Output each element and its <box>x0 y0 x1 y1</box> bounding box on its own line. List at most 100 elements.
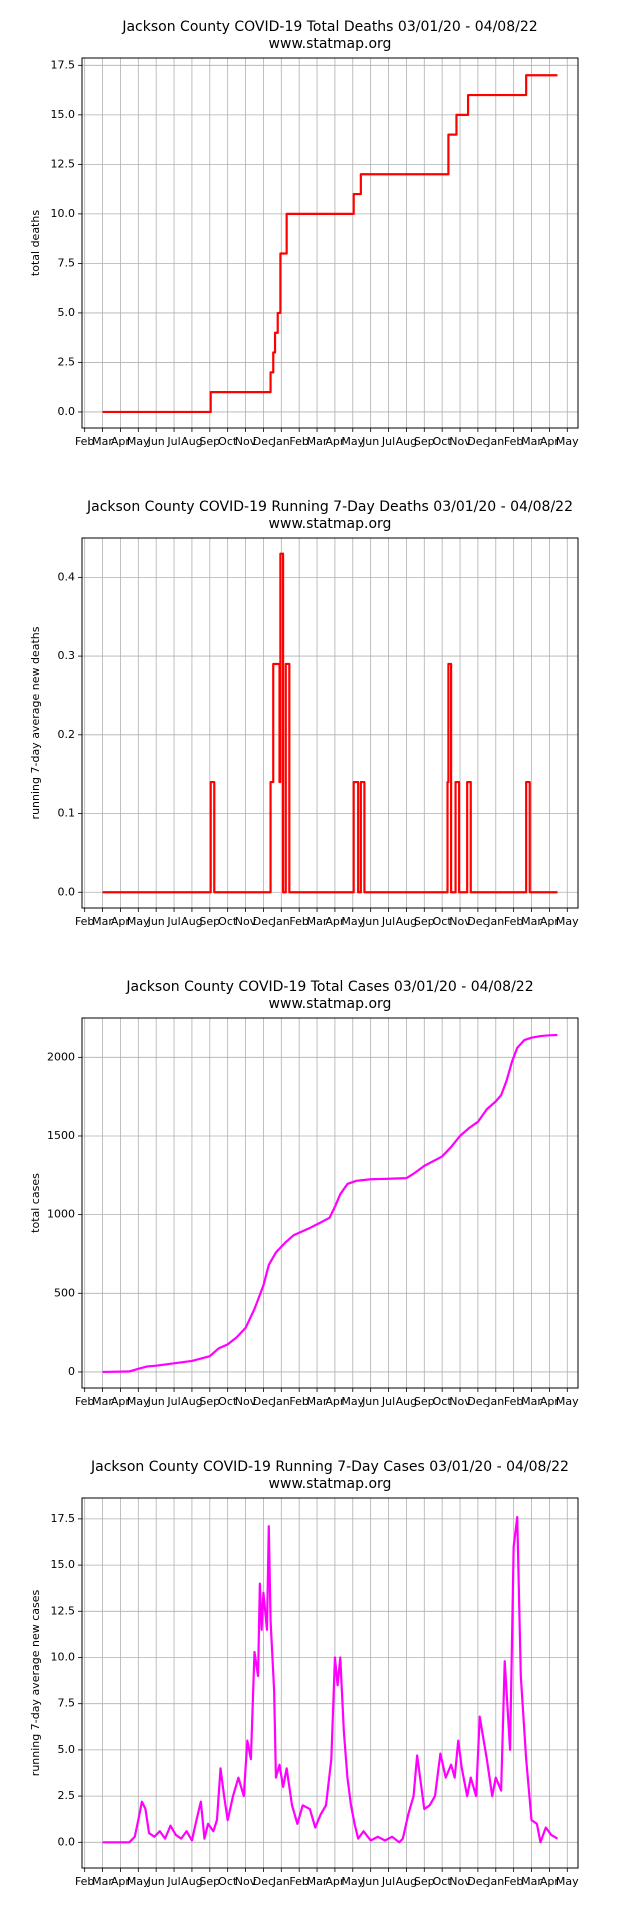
x-tick-label: Sep <box>199 435 220 448</box>
x-tick-label: Aug <box>396 435 417 448</box>
x-tick-label: Dec <box>467 1875 488 1888</box>
x-tick-label: Nov <box>449 435 471 448</box>
y-tick-label: 0.4 <box>58 570 76 583</box>
x-tick-label: Feb <box>75 1395 94 1408</box>
x-tick-label: Jan <box>486 1875 504 1888</box>
x-tick-label: Aug <box>396 1395 417 1408</box>
x-tick-label: Mar <box>307 915 328 928</box>
x-tick-label: Jan <box>272 915 290 928</box>
y-tick-label: 15.0 <box>51 1558 76 1571</box>
chart-title: Jackson County COVID-19 Running 7-Day De… <box>86 499 573 515</box>
x-tick-label: Jun <box>147 435 165 448</box>
x-tick-label: Oct <box>218 1875 238 1888</box>
x-tick-label: Feb <box>504 1395 523 1408</box>
x-tick-label: Sep <box>414 1395 435 1408</box>
x-tick-label: Jul <box>166 435 180 448</box>
x-tick-label: Aug <box>181 435 202 448</box>
x-tick-label: Feb <box>289 915 308 928</box>
y-tick-label: 5.0 <box>58 306 76 319</box>
x-tick-label: Jul <box>166 915 180 928</box>
x-tick-label: Nov <box>235 915 257 928</box>
x-tick-label: Jan <box>272 435 290 448</box>
y-tick-label: 15.0 <box>51 108 76 121</box>
x-tick-label: Oct <box>433 1875 453 1888</box>
y-tick-label: 1500 <box>47 1129 75 1142</box>
x-tick-label: Oct <box>433 435 453 448</box>
x-tick-label: Dec <box>253 1875 274 1888</box>
x-tick-label: Jan <box>486 1395 504 1408</box>
x-tick-label: Jul <box>166 1875 180 1888</box>
x-tick-label: Feb <box>289 1395 308 1408</box>
x-tick-label: May <box>341 1875 364 1888</box>
x-tick-label: Apr <box>540 435 560 448</box>
plot-frame <box>81 1497 579 1869</box>
y-tick-label: 10.0 <box>51 207 76 220</box>
y-tick-label: 500 <box>54 1286 75 1299</box>
x-tick-label: Sep <box>414 1875 435 1888</box>
x-tick-label: Dec <box>467 915 488 928</box>
data-line <box>102 1515 559 1844</box>
x-tick-label: Apr <box>540 1395 560 1408</box>
x-tick-label: Nov <box>449 915 471 928</box>
x-tick-label: Feb <box>289 435 308 448</box>
x-tick-label: Aug <box>181 1395 202 1408</box>
plot-frame <box>81 537 579 909</box>
x-tick-label: Dec <box>467 435 488 448</box>
y-tick-label: 5.0 <box>58 1743 76 1756</box>
chart-subtitle: www.statmap.org <box>269 516 392 532</box>
x-tick-label: Feb <box>75 915 94 928</box>
y-tick-label: 0.0 <box>58 405 76 418</box>
x-tick-label: Nov <box>449 1875 471 1888</box>
x-tick-label: Feb <box>504 915 523 928</box>
y-tick-label: 0.3 <box>58 649 76 662</box>
x-tick-label: Jan <box>486 915 504 928</box>
x-tick-label: Feb <box>289 1875 308 1888</box>
x-tick-label: Mar <box>92 1875 113 1888</box>
x-tick-label: May <box>341 915 364 928</box>
x-tick-label: Sep <box>199 915 220 928</box>
x-tick-label: Feb <box>504 1875 523 1888</box>
chart-subtitle: www.statmap.org <box>269 1476 392 1492</box>
y-tick-label: 12.5 <box>51 1604 76 1617</box>
x-tick-label: Aug <box>181 1875 202 1888</box>
y-tick-label: 0.0 <box>58 1835 76 1848</box>
x-tick-label: Sep <box>199 1395 220 1408</box>
x-tick-label: Nov <box>449 1395 471 1408</box>
x-tick-label: Jun <box>361 915 379 928</box>
x-tick-label: Mar <box>521 915 542 928</box>
x-tick-label: Jan <box>272 1875 290 1888</box>
x-tick-label: Aug <box>181 915 202 928</box>
x-tick-label: Apr <box>325 915 345 928</box>
x-tick-label: Oct <box>218 1395 238 1408</box>
x-tick-label: Apr <box>325 1395 345 1408</box>
x-tick-label: May <box>556 435 579 448</box>
x-tick-label: Sep <box>414 435 435 448</box>
y-tick-label: 0.0 <box>58 885 76 898</box>
x-tick-label: Mar <box>521 1875 542 1888</box>
x-tick-label: Feb <box>75 1875 94 1888</box>
x-tick-label: Apr <box>111 435 131 448</box>
x-tick-label: Dec <box>467 1395 488 1408</box>
y-tick-label: 17.5 <box>51 1512 76 1525</box>
y-tick-label: 7.5 <box>58 256 76 269</box>
x-tick-label: Nov <box>235 1875 257 1888</box>
x-tick-label: May <box>341 435 364 448</box>
x-tick-label: Oct <box>433 915 453 928</box>
x-tick-label: May <box>127 435 150 448</box>
x-tick-label: Jul <box>381 915 395 928</box>
plot-frame <box>81 57 579 429</box>
x-tick-label: Feb <box>504 435 523 448</box>
x-tick-label: Aug <box>396 1875 417 1888</box>
data-line <box>102 1033 558 1374</box>
y-tick-label: 0.2 <box>58 728 76 741</box>
y-axis-label: total deaths <box>29 210 42 276</box>
x-tick-label: Mar <box>92 915 113 928</box>
x-tick-label: Mar <box>307 435 328 448</box>
x-tick-label: May <box>341 1395 364 1408</box>
x-tick-label: Apr <box>111 1395 131 1408</box>
x-tick-label: Apr <box>540 915 560 928</box>
y-axis-label: total cases <box>29 1173 42 1233</box>
chart-title: Jackson County COVID-19 Total Deaths 03/… <box>121 19 537 35</box>
x-tick-label: May <box>127 1875 150 1888</box>
